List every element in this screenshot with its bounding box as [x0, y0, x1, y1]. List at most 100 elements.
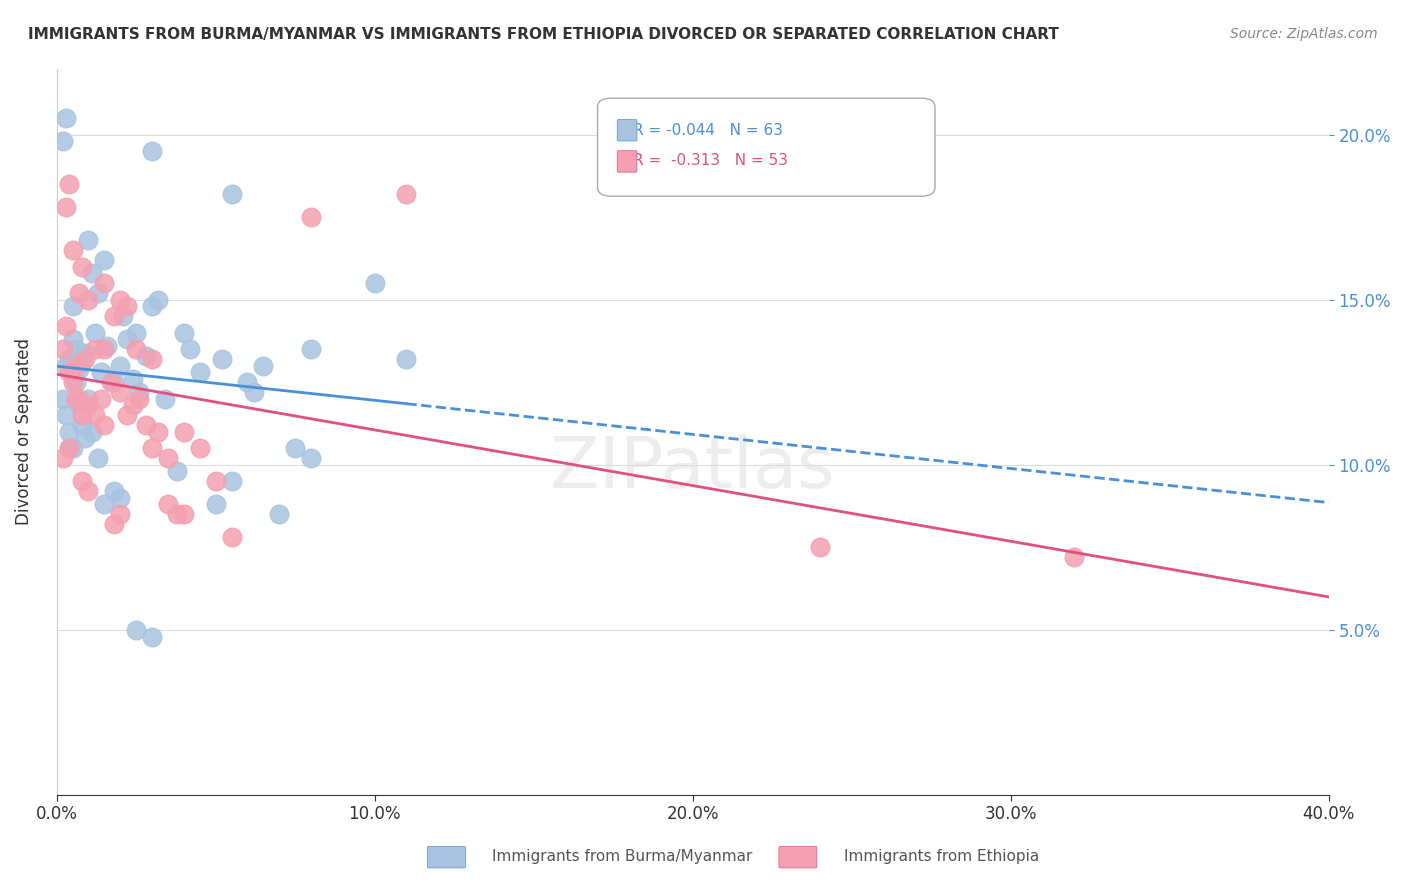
Point	[103, 376, 125, 390]
Text: Immigrants from Burma/Myanmar: Immigrants from Burma/Myanmar	[492, 849, 752, 863]
Point	[221, 187, 243, 202]
Point	[110, 359, 132, 373]
Point	[93, 276, 115, 290]
Point	[67, 286, 90, 301]
Point	[808, 541, 831, 555]
Point	[173, 508, 195, 522]
Point	[65, 359, 87, 373]
Point	[148, 425, 170, 439]
Point	[62, 299, 84, 313]
Point	[55, 359, 77, 373]
Point	[236, 376, 259, 390]
Point	[65, 343, 87, 357]
Point	[299, 451, 322, 466]
Point	[110, 385, 132, 400]
Text: Source: ZipAtlas.com: Source: ZipAtlas.com	[1230, 27, 1378, 41]
Point	[110, 293, 132, 307]
Point	[125, 326, 148, 340]
Point	[188, 442, 211, 456]
Point	[284, 442, 307, 456]
Point	[58, 425, 80, 439]
Point	[67, 398, 90, 412]
Text: ZIPatlas: ZIPatlas	[550, 434, 835, 502]
Point	[52, 134, 75, 148]
Point	[70, 418, 93, 433]
Point	[221, 531, 243, 545]
Point	[58, 442, 80, 456]
Point	[135, 418, 157, 433]
Point	[83, 326, 105, 340]
Point	[77, 293, 100, 307]
Point	[204, 475, 226, 489]
Point	[55, 200, 77, 214]
Point	[80, 266, 103, 280]
Point	[269, 508, 291, 522]
Point	[204, 498, 226, 512]
Point	[100, 376, 122, 390]
Point	[156, 498, 179, 512]
Text: R =  -0.313   N = 53: R = -0.313 N = 53	[633, 153, 787, 169]
Point	[103, 517, 125, 532]
Point	[166, 464, 188, 478]
Point	[77, 392, 100, 406]
Point	[115, 299, 138, 313]
Point	[52, 343, 75, 357]
Point	[141, 299, 163, 313]
Point	[93, 498, 115, 512]
Point	[299, 343, 322, 357]
Point	[70, 475, 93, 489]
Point	[125, 623, 148, 637]
Point	[93, 253, 115, 268]
Point	[128, 385, 150, 400]
Point	[52, 451, 75, 466]
Point	[52, 392, 75, 406]
Point	[93, 343, 115, 357]
Point	[75, 431, 97, 445]
Point	[87, 286, 110, 301]
Text: R = -0.044   N = 63: R = -0.044 N = 63	[633, 123, 783, 138]
Point	[96, 339, 118, 353]
Point	[70, 355, 93, 369]
Point	[395, 352, 418, 367]
Point	[58, 352, 80, 367]
Point	[112, 309, 135, 323]
Point	[93, 418, 115, 433]
Point	[75, 352, 97, 367]
Point	[75, 345, 97, 359]
Point	[221, 475, 243, 489]
Point	[125, 343, 148, 357]
Point	[173, 425, 195, 439]
Point	[148, 293, 170, 307]
Point	[122, 398, 145, 412]
Point	[87, 451, 110, 466]
Point	[103, 484, 125, 499]
Y-axis label: Divorced or Separated: Divorced or Separated	[15, 338, 32, 525]
Point	[299, 210, 322, 224]
Point	[58, 177, 80, 191]
Point	[58, 442, 80, 456]
Text: IMMIGRANTS FROM BURMA/MYANMAR VS IMMIGRANTS FROM ETHIOPIA DIVORCED OR SEPARATED : IMMIGRANTS FROM BURMA/MYANMAR VS IMMIGRA…	[28, 27, 1059, 42]
Point	[363, 276, 385, 290]
Point	[77, 484, 100, 499]
Point	[115, 409, 138, 423]
Point	[55, 409, 77, 423]
Point	[58, 365, 80, 379]
Point	[55, 111, 77, 125]
Point	[153, 392, 176, 406]
Point	[83, 409, 105, 423]
Point	[141, 630, 163, 644]
Point	[166, 508, 188, 522]
Point	[243, 385, 266, 400]
Point	[135, 349, 157, 363]
Point	[128, 392, 150, 406]
Point	[62, 243, 84, 257]
Point	[156, 451, 179, 466]
Point	[141, 352, 163, 367]
Point	[179, 343, 201, 357]
Point	[65, 376, 87, 390]
Point	[115, 332, 138, 346]
Point	[77, 398, 100, 412]
Point	[110, 508, 132, 522]
Point	[173, 326, 195, 340]
Point	[122, 372, 145, 386]
